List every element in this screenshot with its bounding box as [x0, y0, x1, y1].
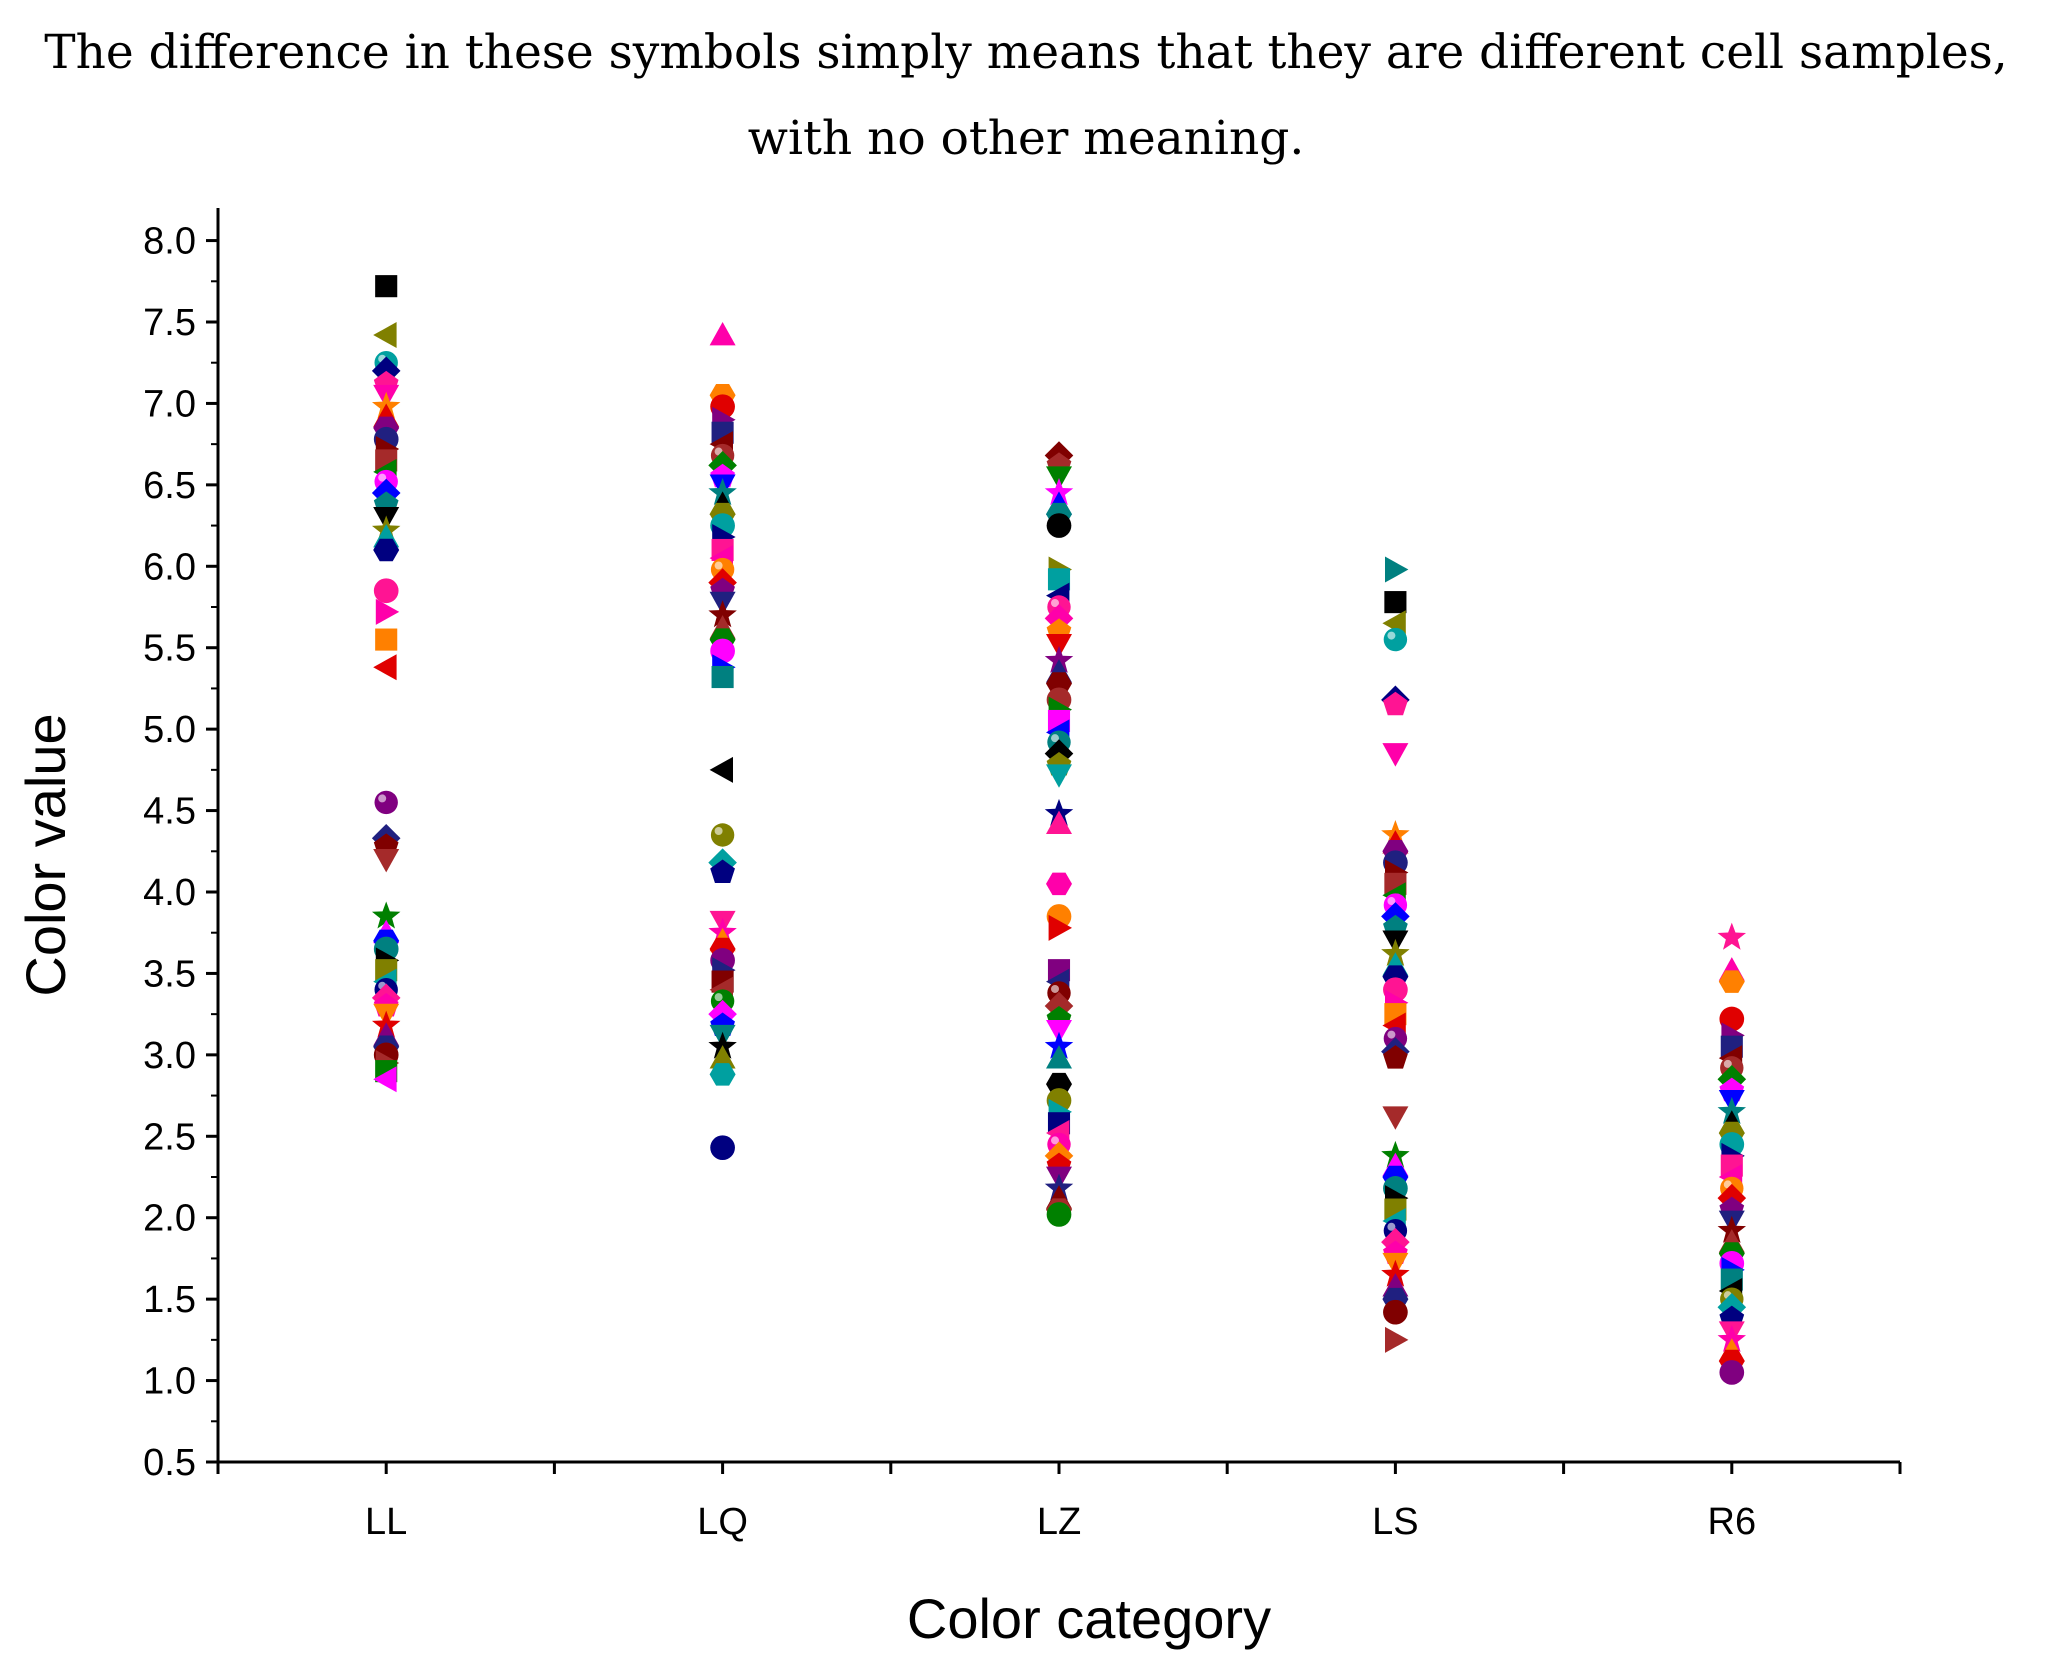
data-point-ll	[375, 598, 400, 625]
data-point-ls	[1382, 1106, 1409, 1130]
data-point-lq	[710, 1135, 735, 1161]
data-point-lq	[708, 600, 737, 628]
data-point-lz	[1046, 1072, 1072, 1096]
data-point-lz	[1046, 1202, 1072, 1227]
y-tick-label: 1.5	[143, 1279, 196, 1321]
data-point-ll	[373, 849, 400, 873]
data-point-ls	[1385, 1326, 1409, 1353]
data-point-r6	[1718, 970, 1745, 993]
data-point-ls	[1383, 1045, 1408, 1069]
figure-caption: The difference in these symbols simply m…	[0, 10, 2052, 182]
data-point-lz	[1046, 1020, 1072, 1044]
x-tick-label: LZ	[1037, 1501, 1081, 1543]
data-point-ls	[1383, 627, 1408, 652]
data-point-lz	[1046, 466, 1072, 490]
data-point-r6	[1719, 1360, 1745, 1385]
y-tick-label: 1.0	[143, 1361, 196, 1403]
x-tick-label: LQ	[697, 1501, 748, 1543]
data-point-r6	[1717, 922, 1747, 950]
data-point-ll	[375, 275, 398, 298]
x-axis-title: Color category	[907, 1587, 1271, 1650]
data-point-lz	[1046, 634, 1072, 658]
sphere-highlight	[1387, 631, 1396, 640]
y-tick-label: 6.0	[143, 546, 196, 588]
sphere-highlight	[1387, 897, 1396, 906]
data-point-ll	[373, 654, 397, 681]
y-tick-label: 2.5	[143, 1116, 196, 1158]
data-point-lz	[1046, 513, 1072, 538]
data-point-lq	[709, 322, 736, 346]
data-point-lz	[1046, 764, 1072, 788]
sphere-highlight	[1051, 599, 1059, 607]
data-point-ls	[1385, 556, 1409, 583]
y-tick-label: 3.0	[143, 1035, 196, 1077]
x-tick-label: R6	[1708, 1501, 1757, 1543]
data-point-ll	[373, 1066, 397, 1093]
data-point-lz	[1046, 1045, 1072, 1069]
data-point-ll	[374, 790, 398, 815]
sphere-highlight	[378, 794, 387, 803]
data-point-ls	[1384, 591, 1407, 614]
chart-data-points	[371, 275, 1747, 1385]
sphere-highlight	[1387, 1030, 1396, 1039]
data-point-ls	[1383, 1299, 1408, 1325]
chart-axes	[206, 208, 1902, 1474]
y-tick-label: 8.0	[143, 221, 196, 263]
sphere-highlight	[1723, 1059, 1732, 1068]
data-point-lq	[709, 756, 733, 783]
data-point-ls	[1383, 691, 1408, 716]
sphere-highlight	[1387, 1222, 1396, 1231]
data-point-ll	[373, 538, 400, 562]
sphere-highlight	[714, 827, 723, 835]
data-point-lq	[709, 1063, 736, 1086]
data-point-lz	[1046, 810, 1072, 834]
sphere-highlight	[378, 473, 387, 482]
y-tick-label: 5.0	[143, 709, 196, 751]
sphere-highlight	[714, 993, 723, 1002]
x-tick-label: LL	[365, 1501, 407, 1543]
data-point-lz	[1046, 672, 1072, 695]
y-axis-title: Color value	[14, 713, 77, 996]
x-tick-label: LS	[1372, 1501, 1418, 1543]
caption-line-1: The difference in these symbols simply m…	[44, 25, 2008, 80]
sphere-highlight	[1051, 734, 1059, 743]
sphere-highlight	[1051, 1136, 1059, 1145]
data-point-lz	[1046, 872, 1072, 896]
y-tick-label: 4.0	[143, 872, 196, 914]
data-point-lq	[710, 823, 735, 847]
y-tick-label: 3.5	[143, 953, 196, 995]
y-tick-label: 4.5	[143, 791, 196, 833]
y-tick-label: 5.5	[143, 628, 196, 670]
y-tick-label: 2.0	[143, 1198, 196, 1240]
chart-labels: 0.5 1.0 1.5 2.0 2.5 3.0 3.5 4.0 4.5 5.0 5.5 6.0 6.5 7…	[14, 221, 1756, 1650]
sphere-highlight	[1051, 984, 1059, 993]
data-point-lz	[1048, 914, 1072, 941]
data-point-ll	[371, 901, 401, 929]
data-point-lq	[711, 665, 734, 689]
caption-line-2: with no other meaning.	[747, 111, 1305, 166]
data-point-ll	[373, 578, 399, 604]
data-point-lq	[709, 1045, 736, 1069]
y-tick-label: 0.5	[143, 1442, 196, 1484]
y-tick-label: 7.5	[143, 302, 196, 344]
data-point-lq	[710, 859, 735, 883]
data-point-lz	[1047, 568, 1071, 591]
data-point-ll	[375, 628, 398, 651]
y-tick-label: 7.0	[143, 383, 196, 425]
sphere-highlight	[714, 561, 723, 570]
data-point-lz	[1044, 991, 1074, 1021]
data-point-ls	[1382, 743, 1409, 767]
data-point-ll	[373, 322, 397, 349]
y-tick-label: 6.5	[143, 465, 196, 507]
